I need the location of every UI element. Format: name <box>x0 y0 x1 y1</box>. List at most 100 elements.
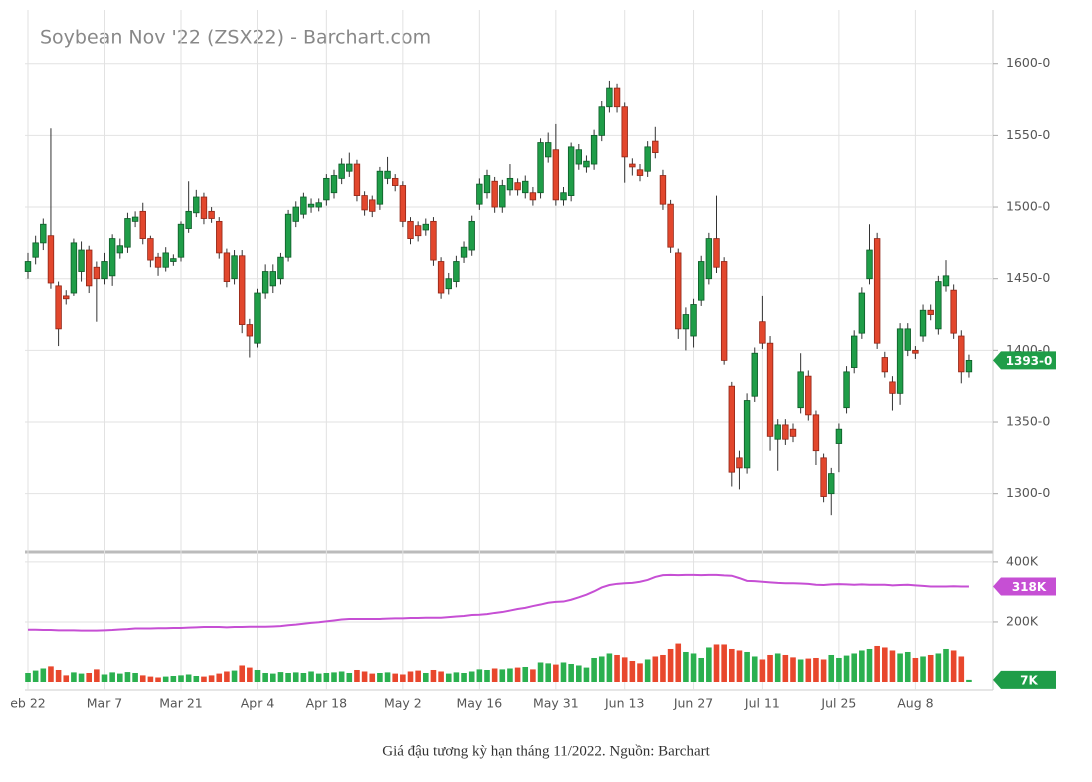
candle-body <box>70 242 78 294</box>
candle-body <box>675 252 682 330</box>
open-interest-line <box>28 573 969 632</box>
volume-bar <box>660 654 666 682</box>
x-tick-label: May 2 <box>384 696 422 711</box>
x-tick-label: May 31 <box>533 696 579 711</box>
volume-bar <box>231 670 238 682</box>
candle-body <box>828 473 835 495</box>
candle-body <box>866 249 873 280</box>
candle-body <box>353 163 361 196</box>
candle-body <box>873 238 881 344</box>
volume-bar <box>882 647 888 682</box>
candle-body <box>162 252 169 268</box>
candle-body <box>330 175 338 194</box>
volume-bar <box>667 648 674 682</box>
candle-body <box>644 146 651 172</box>
candle-body <box>292 206 299 222</box>
volume-bar <box>78 673 85 682</box>
candle-body <box>483 175 491 194</box>
volume-bar <box>193 675 200 682</box>
x-tick-label: Jul 25 <box>820 696 856 711</box>
volume-bar <box>820 659 827 682</box>
volume-bar <box>117 673 123 682</box>
candle-body <box>713 238 720 268</box>
volume-bar <box>162 676 169 682</box>
candle-body <box>170 258 177 262</box>
volume-bar <box>461 672 467 682</box>
candle-body <box>384 170 391 179</box>
candle-body <box>743 400 751 469</box>
candle-body <box>896 328 904 394</box>
volume-bar <box>86 672 92 682</box>
x-tick-label: eb 22 <box>10 696 46 711</box>
candle-body <box>346 163 353 172</box>
volume-bar <box>751 656 758 682</box>
candle-body <box>147 238 154 261</box>
candle-body <box>422 223 429 231</box>
volume-bar <box>55 669 62 682</box>
candle-body <box>904 328 911 351</box>
candle-body <box>912 349 919 354</box>
candle-body <box>284 213 292 258</box>
candle-body <box>575 149 582 165</box>
volume-bar <box>560 662 567 682</box>
y-tick-label: 1600-0 <box>1006 55 1050 70</box>
y-tick-label: 1550-0 <box>1006 127 1050 142</box>
candle-body <box>254 292 261 344</box>
candle-body <box>269 271 276 287</box>
volume-bar <box>859 650 865 682</box>
candle-body <box>277 256 284 280</box>
volume-bar <box>897 653 903 682</box>
x-tick-label: Apr 4 <box>241 696 275 711</box>
volume-bar <box>621 657 628 682</box>
candle-body <box>223 252 231 282</box>
candle-body <box>958 335 965 373</box>
volume-bar <box>598 656 605 682</box>
volume-bar <box>614 654 620 682</box>
volume-bar <box>767 654 773 682</box>
candle-body <box>728 385 735 473</box>
volume-bar <box>606 653 613 682</box>
candle-body <box>101 261 108 280</box>
candle-body <box>797 371 804 409</box>
candle-body <box>590 134 598 165</box>
open-interest-badge: 318K <box>1012 580 1047 594</box>
last-price-badge-shape <box>993 351 1056 370</box>
volume-bar <box>178 675 184 682</box>
volume-bar <box>400 674 406 682</box>
volume-bar <box>139 675 146 682</box>
volume-bar <box>912 657 919 682</box>
volume-bar <box>943 648 949 682</box>
candle-body <box>965 359 973 373</box>
volume-bar <box>966 679 972 682</box>
candle-body <box>812 414 820 452</box>
candle-body <box>820 457 827 497</box>
volume-bar <box>308 671 314 682</box>
volume-bar <box>828 654 835 682</box>
volume-bar <box>889 650 896 682</box>
volume-bar <box>920 656 926 682</box>
volume-bar <box>331 672 337 682</box>
candle-body <box>361 195 368 211</box>
volume-bar <box>476 669 483 682</box>
volume-bar <box>247 667 253 682</box>
volume-bar <box>315 673 322 682</box>
volume-bar <box>124 672 131 682</box>
candle-body <box>889 381 896 394</box>
candle-body <box>86 249 93 287</box>
candle-body <box>315 202 322 208</box>
candle-body <box>32 242 39 258</box>
volume-bar <box>254 669 261 682</box>
volume-bar <box>866 648 873 682</box>
volume-bar <box>71 672 77 682</box>
volume-bar <box>805 658 812 682</box>
candle-body <box>919 309 927 337</box>
candle-body <box>567 146 575 196</box>
candle-body <box>185 210 192 229</box>
candle-body <box>843 371 850 409</box>
candle-body <box>78 249 85 272</box>
candle-body <box>942 275 950 287</box>
volume-bar <box>514 667 521 682</box>
candle-body <box>468 220 475 251</box>
volume-bar <box>927 654 934 682</box>
volume-bar <box>32 670 39 682</box>
